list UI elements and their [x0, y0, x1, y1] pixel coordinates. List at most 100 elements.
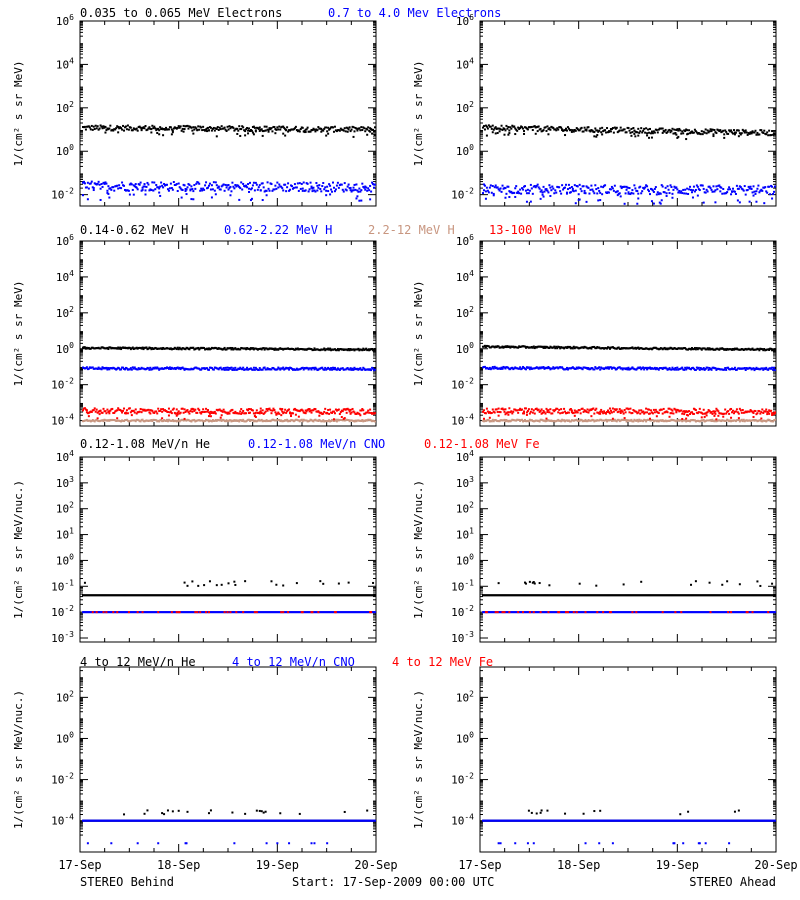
data-point	[753, 369, 756, 372]
data-point	[617, 418, 620, 421]
data-point	[574, 129, 577, 132]
data-point	[361, 129, 364, 132]
data-point	[332, 368, 335, 371]
data-point	[129, 367, 132, 370]
data-point	[254, 181, 257, 184]
data-point	[166, 411, 169, 414]
data-point	[192, 190, 195, 193]
data-point	[190, 185, 193, 188]
y-tick-label: 101	[56, 527, 74, 542]
legend-entry-1-1: 0.62-2.22 MeV H	[224, 223, 332, 237]
data-point	[737, 412, 740, 415]
data-point	[220, 583, 223, 586]
footer-right-label: STEREO Ahead	[689, 875, 776, 889]
data-point	[225, 130, 228, 133]
data-point	[590, 347, 593, 350]
data-point	[165, 419, 168, 422]
data-point	[592, 190, 595, 193]
data-point	[565, 192, 568, 195]
data-point	[133, 411, 136, 414]
data-point	[741, 408, 744, 411]
data-point	[227, 368, 230, 371]
data-point	[226, 366, 229, 369]
y-tick-label: 106	[56, 13, 74, 28]
data-point	[120, 348, 123, 351]
data-point	[313, 128, 316, 131]
data-point	[729, 188, 732, 191]
data-point	[525, 200, 528, 203]
data-point	[681, 130, 684, 133]
data-point	[253, 126, 256, 129]
data-point	[621, 368, 624, 371]
data-point	[238, 367, 241, 370]
data-point	[258, 184, 261, 187]
data-point	[166, 420, 169, 423]
data-point	[762, 131, 765, 134]
data-point	[360, 199, 363, 202]
data-point	[219, 418, 222, 421]
data-point	[565, 127, 568, 130]
data-point	[584, 192, 587, 195]
data-point	[590, 415, 593, 418]
data-point	[535, 184, 538, 187]
data-point	[604, 129, 607, 132]
data-point	[195, 182, 198, 185]
data-point	[329, 184, 332, 187]
data-point	[665, 192, 668, 195]
data-point	[347, 347, 350, 350]
data-point	[200, 187, 203, 190]
data-point	[156, 132, 159, 135]
data-point	[607, 346, 610, 349]
data-point	[151, 181, 154, 184]
data-point	[675, 368, 678, 371]
data-point	[122, 409, 125, 412]
data-point	[733, 366, 736, 369]
data-point	[127, 189, 130, 192]
data-point	[98, 127, 101, 130]
data-point	[544, 346, 547, 349]
data-point	[539, 127, 542, 130]
data-point	[236, 127, 239, 130]
data-point	[268, 407, 271, 410]
data-point	[206, 367, 209, 370]
data-point	[155, 419, 158, 422]
data-point	[492, 194, 495, 197]
data-point	[774, 348, 776, 351]
data-point	[180, 129, 183, 132]
data-point	[107, 192, 110, 195]
data-point	[687, 414, 690, 417]
data-point	[349, 189, 352, 192]
data-point	[245, 184, 248, 187]
data-point	[279, 368, 282, 371]
data-point	[341, 367, 344, 370]
data-point	[116, 417, 119, 420]
data-point	[143, 183, 146, 186]
data-point	[564, 186, 567, 189]
data-point	[298, 182, 301, 185]
data-point	[117, 187, 120, 190]
data-point	[241, 188, 244, 191]
data-point	[347, 183, 350, 186]
data-point	[696, 348, 699, 351]
data-point	[242, 366, 245, 369]
data-point	[310, 347, 313, 350]
data-point	[770, 409, 773, 412]
data-point	[272, 407, 275, 410]
data-point	[150, 189, 153, 192]
data-point	[646, 185, 649, 188]
data-point	[671, 192, 674, 195]
data-point	[668, 367, 671, 370]
data-point	[750, 410, 753, 413]
data-point	[287, 130, 290, 133]
data-point	[723, 368, 726, 371]
data-point	[299, 187, 302, 190]
data-point	[752, 415, 755, 418]
data-point	[330, 419, 333, 422]
data-point	[521, 126, 524, 129]
data-point	[728, 129, 731, 132]
data-point	[169, 368, 172, 371]
data-point	[92, 189, 95, 192]
data-point	[191, 188, 194, 191]
data-point	[578, 198, 581, 201]
